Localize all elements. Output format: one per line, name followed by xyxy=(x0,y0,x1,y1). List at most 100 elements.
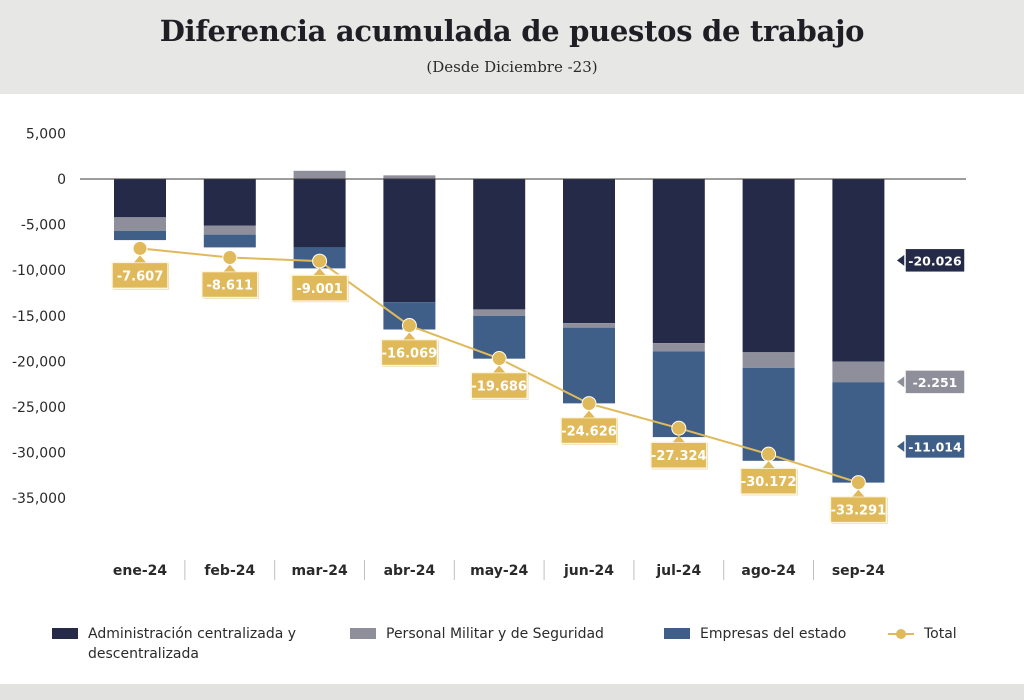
bar-segment-admin xyxy=(652,179,705,344)
total-label-pointer xyxy=(134,255,146,263)
y-tick-label: -20,000 xyxy=(12,354,66,370)
x-tick-label: mar-24 xyxy=(291,563,347,579)
bar-segment-militar xyxy=(652,343,705,352)
bar-segment-militar xyxy=(473,309,526,316)
bar-segment-militar xyxy=(832,361,885,383)
y-tick-label: 0 xyxy=(57,172,66,188)
bar-segment-empresas xyxy=(832,382,885,483)
bar-segment-militar xyxy=(203,225,256,235)
legend-item-total: Total xyxy=(888,624,957,644)
legend-swatch-militar xyxy=(350,628,376,639)
bar-segment-militar xyxy=(293,170,346,179)
total-point xyxy=(491,351,507,367)
x-tick-label: sep-24 xyxy=(832,563,885,579)
x-tick-label: jun-24 xyxy=(563,563,614,579)
footer-strip xyxy=(0,684,1024,700)
total-label-pointer xyxy=(223,264,236,272)
legend-marker-total xyxy=(888,624,914,644)
total-point xyxy=(761,446,777,462)
total-label-pointer xyxy=(313,268,326,276)
x-tick-label: ago-24 xyxy=(741,563,796,579)
total-label-pointer xyxy=(583,410,595,418)
end-label-box xyxy=(904,247,966,274)
legend-label-admin: Administración centralizada y descentral… xyxy=(88,626,297,662)
bar-segment-admin xyxy=(383,179,436,303)
total-data-label: -30.172 xyxy=(741,475,797,490)
end-data-label: -2.251 xyxy=(913,375,958,390)
y-tick-label: -35,000 xyxy=(12,491,66,507)
total-data-label: -33.291 xyxy=(831,504,887,519)
end-label-box xyxy=(904,369,966,395)
total-data-label: -24.626 xyxy=(561,425,617,440)
total-data-label: -8.611 xyxy=(207,279,254,294)
chart-subtitle: (Desde Diciembre -23) xyxy=(426,58,598,76)
x-tick-label: feb-24 xyxy=(204,563,255,579)
x-tick-label: jul-24 xyxy=(655,563,701,579)
total-point xyxy=(401,318,417,334)
y-tick-label: -10,000 xyxy=(12,263,66,279)
x-tick-label: abr-24 xyxy=(384,563,436,579)
legend-label-militar: Personal Militar y de Seguridad xyxy=(386,626,604,642)
bar-segment-admin xyxy=(563,179,615,324)
y-tick-label: -5,000 xyxy=(21,218,66,234)
bar-segment-admin xyxy=(832,179,885,362)
y-tick-label: -25,000 xyxy=(12,400,66,416)
total-data-label: -7.607 xyxy=(117,269,164,284)
end-label-pointer xyxy=(897,440,905,453)
total-label-box xyxy=(560,416,618,445)
bar-segment-admin xyxy=(473,179,526,310)
bar-segment-admin xyxy=(742,179,795,353)
total-data-label: -27.324 xyxy=(651,449,707,464)
chart-svg: 5,000 0 -5,000 -10,000 -15,000 -20,000 -25,000… xyxy=(12,126,966,580)
chart-panel: 5,000 0 -5,000 -10,000 -15,000 -20,000 -25,000… xyxy=(0,94,1024,684)
bar-segment-empresas xyxy=(742,367,795,461)
bar-segment-empresas xyxy=(203,234,256,248)
legend-item-militar: Personal Militar y de Seguridad xyxy=(350,624,604,644)
legend: Administración centralizada y descentral… xyxy=(52,624,1012,668)
x-tick-label: ene-24 xyxy=(113,563,168,579)
total-label-box xyxy=(111,261,169,290)
total-data-label: -19.686 xyxy=(471,380,527,395)
bar-segment-militar xyxy=(742,352,795,368)
end-label-pointer xyxy=(897,375,905,388)
legend-swatch-empresas xyxy=(664,628,690,639)
total-label-pointer xyxy=(852,489,865,497)
y-tick-label: 5,000 xyxy=(26,126,66,142)
legend-label-empresas: Empresas del estado xyxy=(700,626,847,642)
bar-segment-militar xyxy=(383,175,436,179)
total-point xyxy=(312,253,328,269)
total-data-label: -9.001 xyxy=(296,282,343,297)
bar-segment-admin xyxy=(293,179,346,248)
total-label-box xyxy=(470,371,528,400)
bar-segment-admin xyxy=(203,179,256,226)
bar-segment-admin xyxy=(114,179,166,218)
y-tick-label: -30,000 xyxy=(12,446,66,462)
bar-segment-empresas xyxy=(114,230,166,241)
legend-swatch-admin xyxy=(52,628,78,639)
y-tick-label: -15,000 xyxy=(12,309,66,325)
legend-label-total: Total xyxy=(924,626,957,642)
legend-item-admin: Administración centralizada y descentral… xyxy=(52,624,352,664)
total-point xyxy=(222,250,238,266)
total-label-box xyxy=(201,270,259,299)
end-data-label: -20.026 xyxy=(908,253,962,268)
end-data-label: -11.014 xyxy=(908,439,962,454)
total-data-label: -16.069 xyxy=(382,347,438,362)
end-label-box xyxy=(904,433,966,460)
header: Diferencia acumulada de puestos de traba… xyxy=(0,0,1024,94)
bar-segment-militar xyxy=(114,217,166,231)
total-label-box xyxy=(829,495,888,524)
total-point xyxy=(132,240,148,256)
total-point xyxy=(671,420,687,436)
bar-segment-militar xyxy=(563,323,615,328)
total-label-box xyxy=(650,441,708,469)
total-point xyxy=(581,396,597,412)
total-point xyxy=(850,475,866,491)
total-label-pointer xyxy=(403,332,416,340)
chart-title: Diferencia acumulada de puestos de traba… xyxy=(159,14,865,48)
total-label-box xyxy=(739,467,798,495)
x-tick-label: may-24 xyxy=(470,563,528,579)
legend-item-empresas: Empresas del estado xyxy=(664,624,846,644)
bar-segment-empresas xyxy=(563,327,615,404)
total-label-pointer xyxy=(493,365,506,373)
